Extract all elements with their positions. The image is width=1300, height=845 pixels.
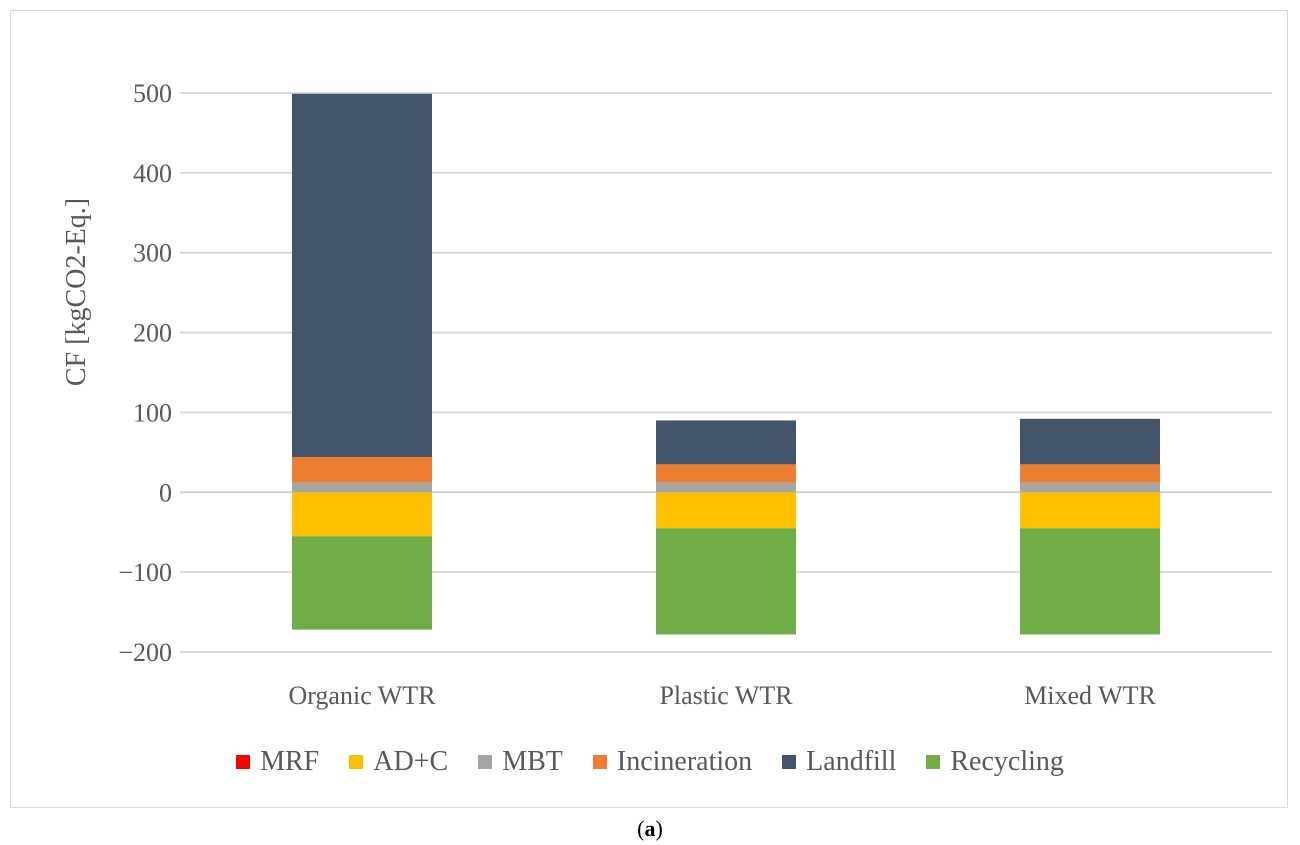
legend-swatch — [926, 755, 941, 769]
legend-swatch — [592, 755, 607, 769]
legend-label: AD+C — [373, 746, 449, 777]
bar-segment-mbt — [292, 482, 432, 493]
legend-swatch — [349, 755, 364, 769]
bars — [292, 93, 1160, 635]
legend-label: Incineration — [616, 746, 753, 777]
y-tick-label: 200 — [133, 319, 172, 348]
caption-letter: a — [644, 816, 656, 841]
legend-label: MRF — [260, 746, 320, 777]
bar-segment-mbt — [656, 482, 796, 493]
y-tick-label: −100 — [118, 558, 172, 587]
legend-label: Recycling — [950, 746, 1064, 777]
y-tick-label: 500 — [133, 79, 172, 108]
bar-segment-mbt — [1020, 482, 1160, 493]
x-tick-label: Mixed WTR — [1024, 681, 1156, 710]
bar-segment-recycling — [292, 536, 432, 630]
caption-close: ) — [655, 816, 663, 841]
bar-segment-ad-c — [656, 492, 796, 529]
x-tick-label: Organic WTR — [288, 681, 436, 710]
y-tick-label: −200 — [118, 638, 172, 667]
legend-item: AD+C — [349, 746, 448, 778]
legend-label: MBT — [502, 746, 563, 777]
y-tick-labels: −200 −100 0 100 200 300 400 500 — [118, 79, 172, 667]
legend-item: Landfill — [782, 746, 896, 778]
legend-swatch — [782, 755, 797, 769]
bar-segment-landfill — [656, 420, 796, 465]
bar-segment-incineration — [1020, 464, 1160, 483]
y-axis-title: CF [kgCO2-Eq.] — [61, 198, 92, 386]
x-tick-label: Plastic WTR — [659, 681, 793, 710]
y-tick-label: 400 — [133, 159, 172, 188]
bar-segment-ad-c — [1020, 492, 1160, 529]
legend-swatch — [236, 755, 251, 769]
y-tick-label: 100 — [133, 398, 172, 427]
legend-item: Recycling — [926, 746, 1064, 778]
bar-segment-incineration — [292, 457, 432, 483]
legend-item: MRF — [236, 746, 319, 778]
chart-frame — [10, 10, 1288, 808]
bar-segment-incineration — [656, 464, 796, 483]
bar-segment-recycling — [1020, 528, 1160, 635]
legend-swatch — [478, 755, 493, 769]
legend-item: Incineration — [592, 746, 753, 778]
legend: MRF AD+C MBT Incineration Landfill Recycling — [0, 742, 1300, 782]
y-tick-label: 300 — [133, 239, 172, 268]
bar-segment-recycling — [656, 528, 796, 635]
caption-open: ( — [637, 816, 645, 841]
x-tick-labels: Organic WTR Plastic WTR Mixed WTR — [288, 681, 1156, 710]
bar-segment-landfill — [1020, 418, 1160, 465]
bar-segment-landfill — [292, 93, 432, 458]
legend-item: MBT — [478, 746, 563, 778]
y-tick-label: 0 — [159, 478, 172, 507]
bar-segment-ad-c — [292, 492, 432, 537]
legend-label: Landfill — [806, 746, 897, 777]
figure-caption: (a) — [0, 816, 1300, 842]
